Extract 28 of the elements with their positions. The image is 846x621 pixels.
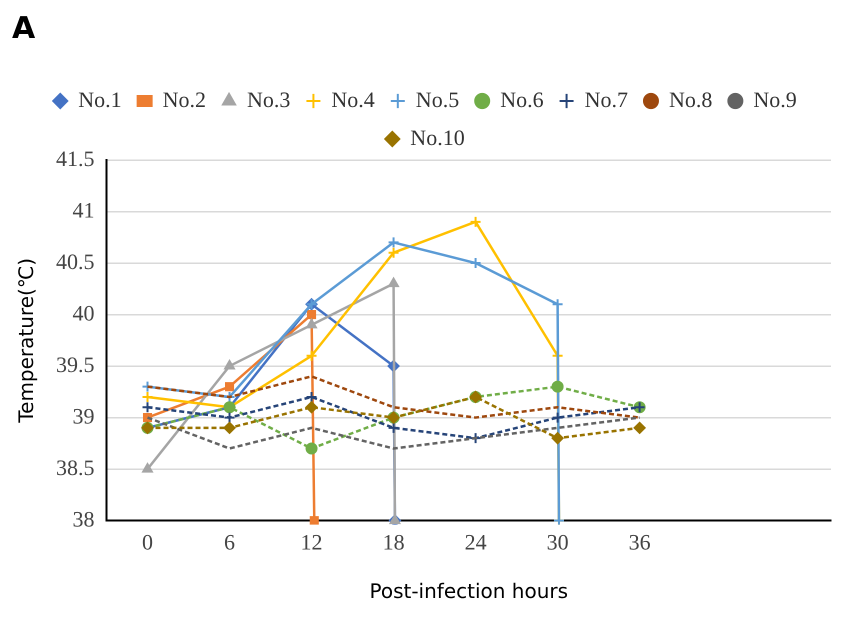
legend-label: No.2 — [162, 86, 206, 112]
legend-label: No.7 — [584, 86, 628, 112]
legend-label: No.8 — [668, 86, 712, 112]
x-tick-label: 30 — [546, 530, 569, 555]
x-tick-label: 18 — [382, 530, 405, 555]
x-tick-label: 36 — [628, 530, 651, 555]
y-tick-label: 41 — [72, 197, 94, 222]
y-tick-label: 39 — [72, 403, 94, 428]
y-axis-title: Temperature(℃) — [14, 258, 38, 424]
legend-label: No.5 — [416, 86, 460, 112]
x-tick-label: 24 — [464, 530, 487, 555]
y-tick-label: 39.5 — [56, 352, 94, 377]
legend-label: No.9 — [753, 86, 797, 112]
legend-label: No.1 — [78, 86, 122, 112]
legend-label: No.3 — [247, 86, 290, 112]
legend-label: No.6 — [500, 86, 544, 112]
x-tick-label: 0 — [142, 530, 154, 555]
legend-label: No.10 — [410, 124, 465, 150]
x-axis-title: Post-infection hours — [369, 579, 568, 604]
y-tick-label: 38 — [72, 506, 94, 532]
x-tick-label: 6 — [224, 530, 236, 555]
chart-title: A — [12, 10, 36, 46]
legend-label: No.4 — [331, 86, 375, 112]
y-tick-label: 40.5 — [56, 248, 94, 274]
x-tick-label: 12 — [300, 530, 323, 555]
y-tick-label: 38.5 — [56, 454, 94, 480]
y-tick-label: 40 — [72, 300, 94, 326]
y-tick-label: 41.5 — [56, 146, 94, 171]
